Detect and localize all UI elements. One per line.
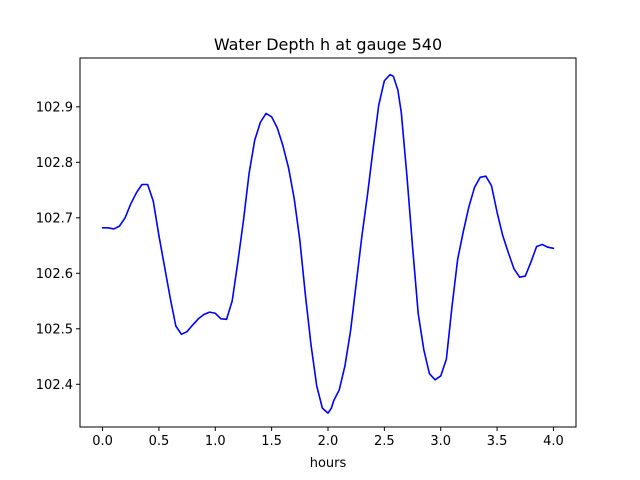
x-tick-label: 3.0	[430, 434, 451, 449]
x-tick-label: 0.0	[92, 434, 113, 449]
x-tick-label: 3.5	[487, 434, 508, 449]
x-tick-label: 0.5	[149, 434, 170, 449]
x-tick-label: 1.0	[205, 434, 226, 449]
x-tick-label: 2.5	[374, 434, 395, 449]
x-axis-label: hours	[310, 456, 347, 471]
y-tick-label: 102.8	[36, 156, 73, 171]
chart-title: Water Depth h at gauge 540	[214, 35, 442, 54]
x-tick-label: 4.0	[543, 434, 564, 449]
x-tick-label: 2.0	[318, 434, 339, 449]
y-tick-label: 102.6	[36, 267, 73, 282]
y-tick-label: 102.7	[36, 211, 73, 226]
y-tick-label: 102.4	[36, 378, 73, 393]
x-tick-label: 1.5	[261, 434, 282, 449]
series-line-0	[101, 73, 555, 414]
y-tick-label: 102.5	[36, 322, 73, 337]
y-tick-label: 102.9	[36, 100, 73, 115]
plot-area: 0.0 0.5 1.0 1.5 2.0 2.5 3.0 3.5 4.0 102.4 102.5 102…	[36, 57, 577, 449]
